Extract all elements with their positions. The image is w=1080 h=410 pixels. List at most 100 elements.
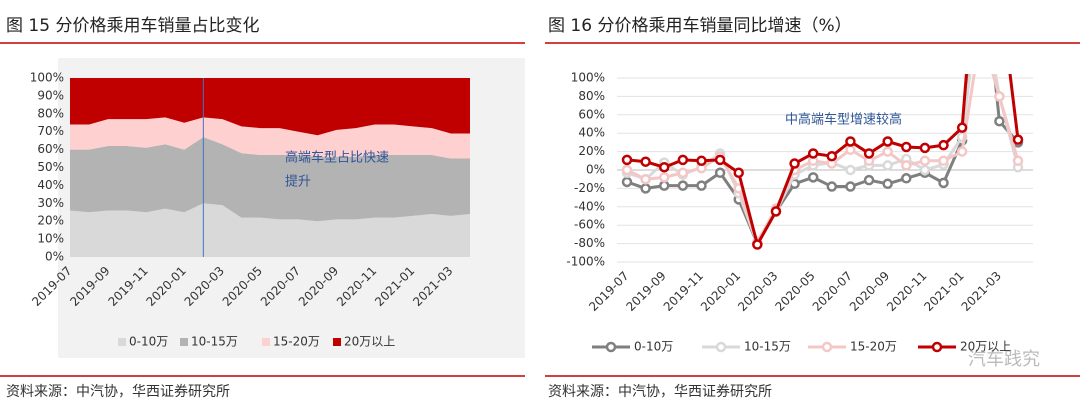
marker <box>882 160 893 171</box>
annotation: 高端车型占比快速 <box>285 150 389 166</box>
marker <box>882 178 893 190</box>
y-tick-label: 80% <box>578 89 605 103</box>
y-tick-label: 20% <box>37 214 64 228</box>
marker <box>901 160 912 171</box>
marker <box>640 156 651 167</box>
y-tick-label: -60% <box>574 218 605 232</box>
legend-label: 15-20万 <box>273 335 320 349</box>
marker <box>919 155 931 167</box>
annotation: 提升 <box>285 174 311 190</box>
line <box>626 74 1020 246</box>
marker <box>863 174 875 186</box>
marker <box>826 150 838 162</box>
plot-clip <box>617 74 1033 250</box>
legend-marker <box>931 341 943 353</box>
source: 资料来源：中汽协，华西证券研究所 <box>548 384 772 400</box>
marker <box>658 180 670 191</box>
y-tick-label: 50% <box>37 160 64 174</box>
y-tick-label: 100% <box>571 71 605 85</box>
y-tick-label: -80% <box>574 236 605 250</box>
y-tick-label: -40% <box>574 199 605 213</box>
marker <box>1012 134 1024 145</box>
marker <box>845 164 856 176</box>
y-tick-label: 60% <box>37 142 64 156</box>
marker <box>938 155 949 167</box>
legend-label: 10-15万 <box>191 335 238 349</box>
marker <box>994 91 1005 102</box>
marker <box>845 136 856 147</box>
source: 资料来源：中汽协，华西证券研究所 <box>6 384 230 400</box>
legend-label: 20万以上 <box>960 340 1011 354</box>
legend-label: 0-10万 <box>129 335 168 349</box>
y-tick-label: 40% <box>37 178 64 192</box>
y-tick-label: -100% <box>566 255 605 269</box>
marker <box>938 177 949 189</box>
y-tick-label: 0% <box>586 163 605 177</box>
marker <box>1012 155 1024 167</box>
marker <box>901 173 912 184</box>
line <box>626 74 1020 249</box>
marker <box>621 164 633 176</box>
marker <box>882 146 893 157</box>
legend-label: 0-10万 <box>634 340 673 354</box>
marker <box>994 115 1005 127</box>
area <box>70 117 470 159</box>
marker <box>658 172 670 183</box>
marker <box>621 154 633 166</box>
marker <box>677 167 689 179</box>
line <box>626 74 1020 247</box>
marker <box>696 155 707 167</box>
area <box>70 78 470 136</box>
legend-swatch <box>180 338 188 346</box>
marker <box>956 122 968 133</box>
legend-swatch <box>262 338 270 346</box>
marker <box>640 173 651 185</box>
marker <box>733 167 744 179</box>
marker <box>938 139 949 151</box>
legend-swatch <box>118 338 126 346</box>
marker <box>770 206 782 217</box>
watermark: 汽车践究 <box>968 349 1040 370</box>
marker <box>807 148 819 159</box>
y-tick-label: 80% <box>37 106 64 120</box>
marker <box>919 164 931 176</box>
legend-marker <box>605 341 617 353</box>
marker <box>845 181 856 192</box>
annotation: 中高端车型增速较高 <box>785 112 902 128</box>
marker <box>621 176 633 188</box>
marker <box>826 181 838 192</box>
marker <box>789 158 800 169</box>
area <box>70 203 470 257</box>
y-tick-label: 70% <box>37 124 64 138</box>
legend-marker <box>821 341 833 353</box>
y-tick-label: 40% <box>578 126 605 140</box>
marker <box>696 180 707 191</box>
y-tick-label: 20% <box>578 144 605 158</box>
legend-swatch <box>333 338 341 346</box>
y-tick-label: 30% <box>37 196 64 210</box>
y-tick-label: 60% <box>578 107 605 121</box>
chart-title: 图 16 分价格乘用车销量同比增速（%） <box>548 16 852 36</box>
legend-label: 15-20万 <box>850 340 897 354</box>
marker <box>677 180 689 191</box>
marker <box>956 146 968 157</box>
marker <box>807 172 819 183</box>
marker <box>919 142 931 154</box>
marker <box>752 239 763 250</box>
marker <box>863 148 875 159</box>
marker <box>714 154 726 166</box>
marker <box>845 144 856 156</box>
marker <box>714 167 726 179</box>
y-tick-label: 0% <box>45 250 64 264</box>
marker <box>640 183 651 194</box>
legend-label: 20万以上 <box>344 335 395 349</box>
chart-title: 图 15 分价格乘用车销量占比变化 <box>6 16 259 36</box>
y-tick-label: 100% <box>30 71 64 85</box>
y-tick-label: 10% <box>37 232 64 246</box>
legend-label: 10-15万 <box>744 340 791 354</box>
marker <box>882 136 893 147</box>
marker <box>901 141 912 153</box>
y-tick-label: -20% <box>574 181 605 195</box>
area <box>70 137 470 222</box>
